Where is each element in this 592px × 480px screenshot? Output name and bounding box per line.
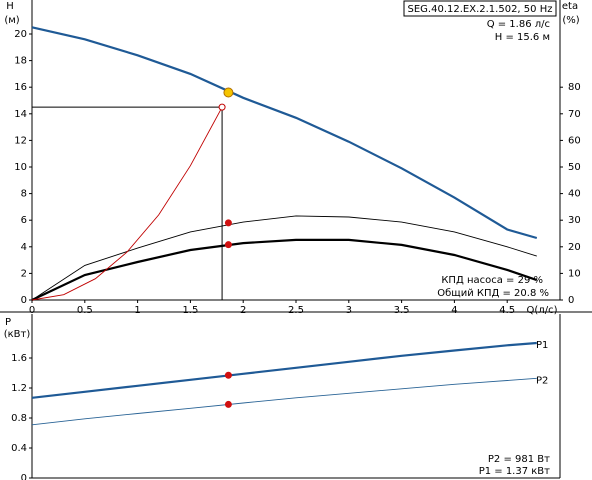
y-tick-label: 16 [14, 82, 27, 93]
x-tick-label: 0 [29, 305, 35, 316]
y-tick-label: 8 [21, 189, 27, 200]
y2-tick-label: 80 [568, 82, 581, 93]
x-tick-label: 0.5 [77, 305, 93, 316]
y2-tick-label: 40 [568, 189, 581, 200]
y-tick-label: 4 [21, 242, 27, 253]
y-label: H [6, 1, 14, 12]
y-tick-label: 1.2 [11, 383, 27, 394]
annotation: H = 15.6 м [495, 32, 550, 43]
x-tick-label: 3.5 [394, 305, 410, 316]
y-tick-label: 10 [14, 162, 27, 173]
y-tick-label: 6 [21, 215, 27, 226]
y-tick-label: 0.8 [11, 413, 27, 424]
y-tick-label: 20 [14, 29, 27, 40]
x-tick-label: 2 [240, 305, 246, 316]
annotation: Общий КПД = 20.8 % [437, 288, 549, 299]
point [224, 241, 232, 249]
y2-unit: (%) [562, 15, 579, 26]
y-unit: (кВт) [4, 329, 31, 340]
series-label: P2 [536, 375, 548, 386]
y-tick-label: 0.4 [11, 443, 27, 454]
point [223, 87, 234, 98]
point [224, 400, 232, 408]
point [224, 219, 232, 227]
y-tick-label: 12 [14, 135, 27, 146]
curve [31, 215, 537, 301]
y2-tick-label: 20 [568, 242, 581, 253]
x-tick-label: 4.5 [499, 305, 515, 316]
x-label: Q(л/с) [527, 305, 558, 316]
y-tick-label: 18 [14, 56, 27, 67]
y2-tick-label: 70 [568, 109, 581, 120]
curve [31, 106, 223, 301]
y-tick-label: 0 [21, 295, 27, 306]
curve [31, 26, 538, 240]
annotation: Q = 1.86 л/с [487, 19, 550, 30]
duty-point [218, 103, 226, 111]
curve [31, 377, 537, 426]
y-tick-label: 1.6 [11, 353, 27, 364]
point [224, 371, 232, 379]
y2-label: eta [562, 1, 578, 12]
curve [31, 238, 538, 301]
x-tick-label: 1 [134, 305, 140, 316]
series-label: P1 [536, 340, 548, 351]
y2-tick-label: 30 [568, 215, 581, 226]
annotation: P2 = 981 Вт [488, 454, 550, 465]
y2-tick-label: 50 [568, 162, 581, 173]
y2-tick-label: 60 [568, 135, 581, 146]
x-tick-label: 4 [451, 305, 457, 316]
y2-tick-label: 0 [568, 295, 574, 306]
x-tick-label: 2.5 [288, 305, 304, 316]
y-unit: (м) [4, 15, 19, 26]
y-tick-label: 0 [21, 473, 27, 480]
y2-tick-label: 10 [568, 268, 581, 279]
x-tick-label: 3 [346, 305, 352, 316]
curve [31, 341, 537, 399]
y-tick-label: 14 [14, 109, 27, 120]
annotation: КПД насоса = 29 % [441, 275, 543, 286]
chart-title: SEG.40.12.EX.2.1.502, 50 Hz [408, 4, 553, 15]
annotation: P1 = 1.37 кВт [479, 466, 550, 477]
x-tick-label: 1.5 [182, 305, 198, 316]
y-label: P [5, 317, 11, 328]
y-tick-label: 2 [21, 268, 27, 279]
title-box [403, 0, 557, 17]
